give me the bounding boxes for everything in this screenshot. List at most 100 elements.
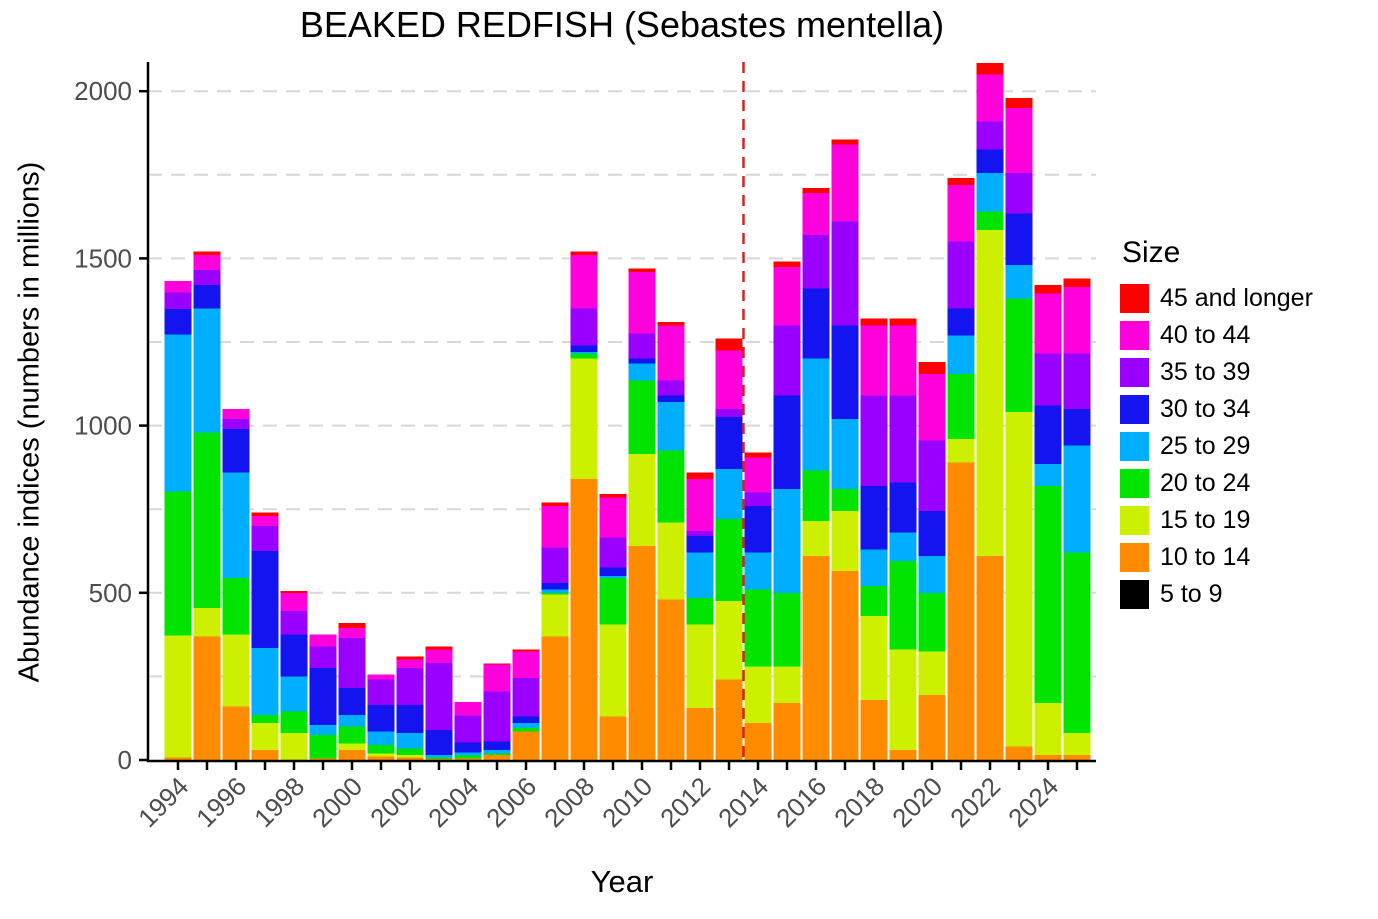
bar-segment-2023-35-to-39 (1005, 173, 1033, 214)
bar-segment-2016-10-to-14 (802, 556, 830, 760)
bar-segment-2012-10-to-14 (686, 708, 714, 760)
bar-segment-2006-10-to-14 (512, 731, 540, 760)
bar-segment-2009-20-to-24 (599, 577, 627, 625)
bar-segment-1999-25-to-29 (309, 724, 337, 735)
bar-segment-2025-20-to-24 (1063, 552, 1091, 734)
legend-label: 30 to 34 (1160, 395, 1251, 423)
bar-segment-2005-10-to-14 (483, 754, 511, 760)
bar-segment-2025-15-to-19 (1063, 733, 1091, 755)
bar-segment-1995-15-to-19 (193, 607, 221, 637)
legend-label: 10 to 14 (1160, 543, 1251, 571)
bar-segment-1996-10-to-14 (222, 706, 250, 760)
bar-segment-2007-45-and-longer (541, 502, 569, 506)
legend-swatch (1120, 284, 1149, 313)
x-tick-label: 2014 (712, 771, 774, 833)
bar-segment-2022-20-to-24 (976, 211, 1004, 230)
bar-segment-2025-40-to-44 (1063, 286, 1091, 354)
bar-segment-2000-25-to-29 (338, 714, 366, 727)
x-axis-title: Year (590, 864, 654, 899)
bar-segment-2008-30-to-34 (570, 345, 598, 353)
bar-segment-1995-40-to-44 (193, 255, 221, 271)
legend-label: 45 and longer (1160, 284, 1313, 312)
y-tick-label: 1500 (74, 243, 132, 273)
x-tick-label: 1998 (248, 771, 310, 833)
bar-segment-2014-20-to-24 (744, 589, 772, 667)
bar-segment-2015-30-to-34 (773, 395, 801, 490)
bar-segment-2019-20-to-24 (889, 561, 917, 650)
x-tick-label: 2004 (422, 771, 484, 833)
bar-segment-2009-30-to-34 (599, 567, 627, 577)
bar-segment-2012-35-to-39 (686, 530, 714, 536)
bar-segment-2012-30-to-34 (686, 535, 714, 553)
bar-segment-1994-25-to-29 (164, 334, 192, 492)
bar-segment-2009-45-and-longer (599, 494, 627, 498)
bar-segment-1996-35-to-39 (222, 418, 250, 429)
bar-segment-2005-35-to-39 (483, 691, 511, 742)
bar-segment-1995-25-to-29 (193, 308, 221, 433)
bar-segment-1996-40-to-44 (222, 408, 250, 419)
bar-segment-2012-25-to-29 (686, 552, 714, 598)
bar-segment-2025-10-to-14 (1063, 754, 1091, 760)
bar-segment-2001-20-to-24 (367, 744, 395, 754)
bar-segment-2021-40-to-44 (947, 184, 975, 242)
bar-segment-2021-25-to-29 (947, 335, 975, 374)
bar-segment-2004-35-to-39 (454, 715, 482, 743)
legend-swatch (1120, 321, 1149, 350)
x-tick-label: 2006 (480, 771, 542, 833)
y-tick-label: 2000 (74, 76, 132, 106)
bar-segment-2021-45-and-longer (947, 178, 975, 185)
bar-segment-2000-10-to-14 (338, 749, 366, 760)
bar-segment-2007-25-to-29 (541, 589, 569, 593)
bar-segment-2019-40-to-44 (889, 325, 917, 396)
bar-segment-1995-10-to-14 (193, 636, 221, 760)
bar-segment-2016-30-to-34 (802, 288, 830, 359)
bar-segment-1997-10-to-14 (251, 749, 279, 760)
bar-segment-2021-10-to-14 (947, 462, 975, 760)
bar-segment-2018-15-to-19 (860, 616, 888, 700)
bar-segment-2009-10-to-14 (599, 716, 627, 760)
bar-segment-2021-15-to-19 (947, 438, 975, 463)
legend-swatch (1120, 543, 1149, 572)
bar-segment-2008-20-to-24 (570, 353, 598, 359)
bar-segment-2023-40-to-44 (1005, 107, 1033, 174)
bar-segment-1997-45-and-longer (251, 512, 279, 516)
bar-segment-2007-40-to-44 (541, 505, 569, 548)
legend-label: 40 to 44 (1160, 321, 1251, 349)
bar-segment-1998-20-to-24 (280, 711, 308, 734)
bar-segment-1997-30-to-34 (251, 551, 279, 648)
bar-segment-1999-10-to-14 (309, 758, 337, 760)
legend-swatch (1120, 395, 1149, 424)
bar-segment-2024-40-to-44 (1034, 293, 1062, 354)
bar-segment-2019-10-to-14 (889, 749, 917, 760)
bar-segment-2011-15-to-19 (657, 522, 685, 600)
bar-segment-2020-40-to-44 (918, 373, 946, 441)
bar-segment-2001-40-to-44 (367, 674, 395, 680)
bar-segment-2018-45-and-longer (860, 318, 888, 326)
bar-segment-2016-35-to-39 (802, 234, 830, 289)
bar-segment-2006-35-to-39 (512, 678, 540, 717)
bar-segment-2007-10-to-14 (541, 636, 569, 760)
bar-segment-2011-25-to-29 (657, 402, 685, 451)
bar-segment-2008-35-to-39 (570, 308, 598, 346)
bar-segment-2003-40-to-44 (425, 649, 453, 664)
x-tick-label: 1996 (190, 771, 252, 833)
bar-segment-2013-40-to-44 (715, 350, 743, 409)
bar-segment-2002-30-to-34 (396, 704, 424, 734)
legend-label: 5 to 9 (1160, 580, 1223, 608)
bar-segment-1994-35-to-39 (164, 292, 192, 310)
bar-segment-2020-10-to-14 (918, 694, 946, 760)
bar-segment-2005-25-to-29 (483, 749, 511, 754)
bar-segment-2010-35-to-39 (628, 333, 656, 359)
bar-segment-2003-45-and-longer (425, 646, 453, 650)
bar-segment-2016-20-to-24 (802, 470, 830, 521)
bar-segment-1998-45-and-longer (280, 591, 308, 593)
bar-segment-2004-40-to-44 (454, 702, 482, 716)
bar-segment-2006-30-to-34 (512, 716, 540, 724)
bar-segment-2011-30-to-34 (657, 395, 685, 403)
x-tick-label: 2000 (306, 771, 368, 833)
bar-segment-2008-15-to-19 (570, 358, 598, 480)
bar-segment-1996-30-to-34 (222, 428, 250, 473)
legend-item: 25 to 29 (1120, 428, 1313, 465)
bar-segment-2022-45-and-longer (976, 62, 1004, 75)
bar-segment-2002-15-to-19 (396, 754, 424, 758)
